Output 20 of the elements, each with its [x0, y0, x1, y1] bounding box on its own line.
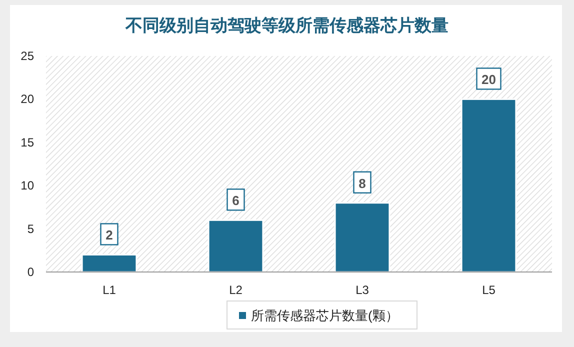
- chart-title: 不同级别自动驾驶等级所需传感器芯片数量: [124, 16, 448, 35]
- y-tick-label: 5: [27, 222, 34, 236]
- y-tick-label: 0: [27, 265, 34, 279]
- y-tick-label: 15: [20, 135, 34, 150]
- x-tick-label: L3: [356, 283, 370, 297]
- x-tick-label: L5: [482, 283, 496, 297]
- y-tick-label: 10: [20, 178, 34, 193]
- x-tick-label: L2: [229, 283, 243, 297]
- data-label: 20: [482, 72, 496, 88]
- bar: [81, 254, 138, 273]
- bar: [460, 98, 517, 273]
- data-label: 2: [106, 228, 113, 243]
- bar: [334, 202, 390, 273]
- data-label: 8: [358, 176, 366, 191]
- bar: [208, 219, 264, 273]
- data-label: 6: [232, 193, 240, 208]
- x-tick-label: L1: [102, 283, 116, 297]
- legend-label: 所需传感器芯片数量(颗）: [251, 308, 398, 323]
- y-tick-label: 25: [20, 49, 34, 63]
- y-tick-label: 20: [20, 92, 34, 106]
